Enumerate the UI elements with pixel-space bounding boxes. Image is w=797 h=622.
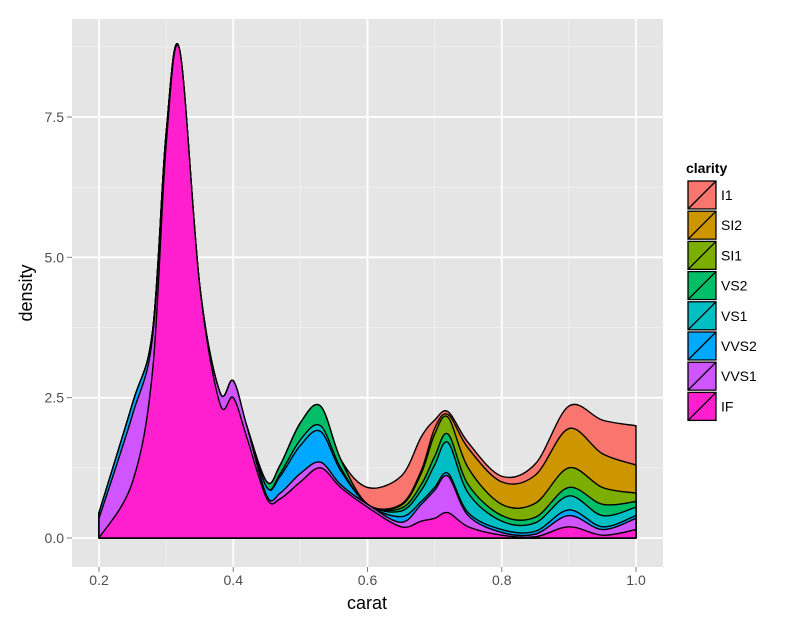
legend-label: IF: [721, 398, 733, 414]
legend-key-vvs2: VVS2: [686, 330, 757, 362]
legend-key-if: IF: [686, 390, 733, 422]
legend-key-si1: SI1: [686, 239, 742, 271]
legend-swatch-slash: [687, 210, 717, 240]
legend-swatch-slash: [687, 361, 717, 391]
legend-key-si2: SI2: [686, 209, 742, 241]
x-tick-label: 1.0: [626, 572, 646, 588]
legend-key-i1: I1: [686, 179, 733, 211]
legend-swatch-slash: [687, 331, 717, 361]
legend-title: clarity: [686, 160, 727, 176]
y-axis-title: density: [16, 264, 36, 321]
y-tick-label: 7.5: [45, 109, 65, 125]
legend-swatch-slash: [687, 240, 717, 270]
y-axis-ticks: 0.0 2.5 5.0 7.5: [45, 109, 72, 546]
y-tick-label: 0.0: [45, 530, 65, 546]
legend-label: VS2: [721, 278, 748, 294]
legend-key-vs1: VS1: [686, 300, 748, 332]
legend: clarity I1 SI2 SI1 VS2 VS1 VVS2 VVS1 IF: [686, 160, 757, 422]
stacked-areas: [98, 43, 637, 539]
x-tick-label: 0.4: [224, 572, 244, 588]
legend-swatch-slash: [687, 180, 717, 210]
x-axis-title: carat: [347, 593, 387, 613]
legend-label: VVS2: [721, 338, 757, 354]
x-tick-label: 0.2: [89, 572, 109, 588]
legend-label: VS1: [721, 308, 748, 324]
legend-label: I1: [721, 187, 733, 203]
area-if: [98, 44, 637, 539]
legend-key-vs2: VS2: [686, 270, 748, 302]
legend-key-vvs1: VVS1: [686, 360, 757, 392]
legend-label: SI2: [721, 217, 742, 233]
legend-swatch-slash: [687, 301, 717, 331]
x-tick-label: 0.6: [358, 572, 378, 588]
legend-swatch-slash: [687, 271, 717, 301]
legend-label: VVS1: [721, 368, 757, 384]
y-tick-label: 2.5: [45, 390, 65, 406]
x-tick-label: 0.8: [492, 572, 512, 588]
legend-label: SI1: [721, 247, 742, 263]
legend-swatch-slash: [687, 391, 717, 421]
y-tick-label: 5.0: [45, 249, 65, 265]
x-axis-ticks: 0.2 0.4 0.6 0.8 1.0: [89, 567, 646, 588]
